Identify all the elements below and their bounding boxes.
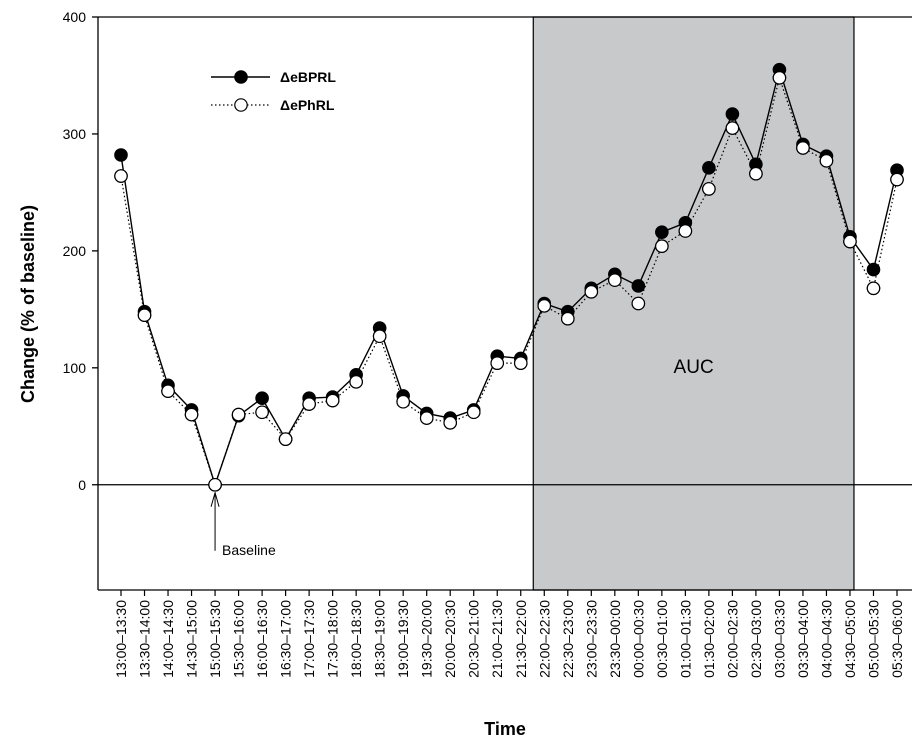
x-tick-label: 20:00–20:30 bbox=[442, 600, 458, 678]
auc-region bbox=[532, 16, 855, 591]
x-tick-label: 05:30–06:00 bbox=[889, 600, 905, 678]
ebprl-point bbox=[866, 262, 881, 277]
ephrl-point-top bbox=[231, 407, 246, 422]
ephrl-point-top bbox=[396, 394, 410, 409]
ebprl-point bbox=[702, 161, 716, 175]
ephrl-point-top bbox=[114, 169, 128, 183]
annotations-group: Baseline bbox=[210, 490, 276, 558]
x-tick-label: 03:30–04:00 bbox=[795, 600, 811, 678]
ephrl-point-top bbox=[208, 477, 222, 492]
ephrl-point-top bbox=[372, 329, 387, 344]
x-axis-title: Time bbox=[484, 719, 526, 739]
ephrl-point-top bbox=[537, 299, 552, 313]
ebprl-point bbox=[725, 107, 740, 121]
x-tick-label: 17:30–18:00 bbox=[325, 600, 341, 678]
baseline-annotation: Baseline bbox=[222, 542, 276, 558]
x-tick-label: 19:00–19:30 bbox=[395, 600, 411, 678]
x-tick-label: 00:30–01:00 bbox=[654, 600, 670, 678]
ephrl-point-top bbox=[466, 405, 481, 420]
ephrl-point-top bbox=[866, 281, 881, 296]
ebprl-point bbox=[655, 225, 669, 239]
baseline-arrow-head bbox=[210, 490, 220, 507]
y-tick-label: 200 bbox=[63, 243, 87, 259]
series-group bbox=[114, 62, 904, 492]
x-tick-label: 03:00–03:30 bbox=[771, 600, 787, 678]
x-tick-label: 23:30–00:00 bbox=[607, 600, 623, 678]
x-tick-label: 21:30–22:00 bbox=[513, 600, 529, 678]
ephrl-point-top bbox=[490, 356, 505, 370]
ebprl-point bbox=[631, 279, 646, 293]
ephrl-point-top bbox=[678, 224, 693, 238]
ephrl-point-top bbox=[325, 393, 340, 408]
x-tick-label: 18:00–18:30 bbox=[348, 600, 364, 678]
y-tick-label: 100 bbox=[63, 360, 87, 376]
ephrl-point-top bbox=[584, 285, 599, 299]
ephrl-point-top bbox=[513, 356, 528, 370]
x-tick-label: 16:30–17:00 bbox=[278, 600, 294, 678]
ephrl-point-top bbox=[608, 273, 622, 287]
y-tick-label: 300 bbox=[63, 126, 87, 142]
ephrl-point-top bbox=[890, 172, 904, 187]
ephrl-point-top bbox=[443, 415, 458, 430]
x-tick-label: 04:00–04:30 bbox=[818, 600, 834, 678]
legend-marker bbox=[234, 70, 248, 84]
ephrl-point-top bbox=[702, 182, 716, 196]
ebprl-point bbox=[255, 391, 269, 406]
ephrl-point-top bbox=[631, 296, 646, 311]
x-tick-label: 13:00–13:30 bbox=[113, 600, 129, 678]
x-tick-label: 23:00–23:30 bbox=[583, 600, 599, 678]
auc-label: AUC bbox=[674, 357, 714, 378]
y-axis-title: Change (% of baseline) bbox=[18, 205, 38, 403]
legend-marker bbox=[234, 98, 248, 112]
x-tick-label: 02:00–02:30 bbox=[724, 600, 740, 678]
x-tick-label: 14:00–14:30 bbox=[160, 600, 176, 678]
ephrl-point-top bbox=[843, 234, 857, 249]
x-tick-label: 19:30–20:00 bbox=[419, 600, 435, 678]
ephrl-point-top bbox=[749, 166, 763, 181]
y-tick-label: 0 bbox=[78, 477, 86, 493]
x-tick-label: 00:00–00:30 bbox=[630, 600, 646, 678]
ephrl-point-top bbox=[161, 384, 175, 399]
ephrl-point-top bbox=[725, 121, 740, 135]
ephrl-point-top bbox=[349, 375, 363, 389]
x-tick-label: 01:00–01:30 bbox=[677, 600, 693, 678]
x-tick-label: 22:30–23:00 bbox=[560, 600, 576, 678]
ephrl-point-top bbox=[772, 71, 787, 85]
series-line-ebprl bbox=[120, 67, 898, 488]
x-tick-label: 04:30–05:00 bbox=[842, 600, 858, 678]
x-tick-label: 15:30–16:00 bbox=[231, 600, 247, 678]
ephrl-point-top bbox=[184, 407, 199, 422]
y-tick-label: 400 bbox=[63, 9, 87, 25]
ephrl-point-top bbox=[302, 397, 316, 411]
ephrl-point-top bbox=[419, 411, 434, 425]
legend: ΔeBPRL ΔePhRL bbox=[211, 69, 336, 113]
x-tick-label: 17:00–17:30 bbox=[301, 600, 317, 678]
ephrl-point-top bbox=[796, 141, 810, 155]
ephrl-point-top bbox=[137, 308, 152, 322]
x-tick-label: 14:30–15:00 bbox=[184, 600, 200, 678]
x-tick-label: 16:00–16:30 bbox=[254, 600, 270, 678]
ephrl-point-top bbox=[278, 432, 293, 446]
x-tick-label: 05:00–05:30 bbox=[865, 600, 881, 678]
auc-shaded-region-group: AUC bbox=[532, 16, 855, 591]
x-tick-label: 15:00–15:30 bbox=[207, 600, 223, 678]
x-tick-label: 01:30–02:00 bbox=[701, 600, 717, 678]
ephrl-point-top bbox=[560, 311, 575, 326]
x-tick-label: 13:30–14:00 bbox=[137, 600, 153, 678]
ephrl-point-top bbox=[255, 405, 269, 420]
legend-entry-label: ΔeBPRL bbox=[280, 69, 336, 85]
ebprl-point bbox=[114, 148, 128, 162]
ephrl-point-top bbox=[819, 154, 834, 168]
x-tick-label: 20:30–21:00 bbox=[466, 600, 482, 678]
x-tick-label: 02:30–03:00 bbox=[748, 600, 764, 678]
legend-entry-label: ΔePhRL bbox=[280, 97, 335, 113]
ephrl-point-top bbox=[655, 239, 669, 253]
x-tick-label: 21:00–21:30 bbox=[489, 600, 505, 678]
x-tick-label: 22:00–22:30 bbox=[536, 600, 552, 678]
x-tick-label: 18:30–19:00 bbox=[372, 600, 388, 678]
axes-group: 0 100 200 300 400 13:00–13:30 13:30–14:00 14:00… bbox=[63, 9, 912, 678]
